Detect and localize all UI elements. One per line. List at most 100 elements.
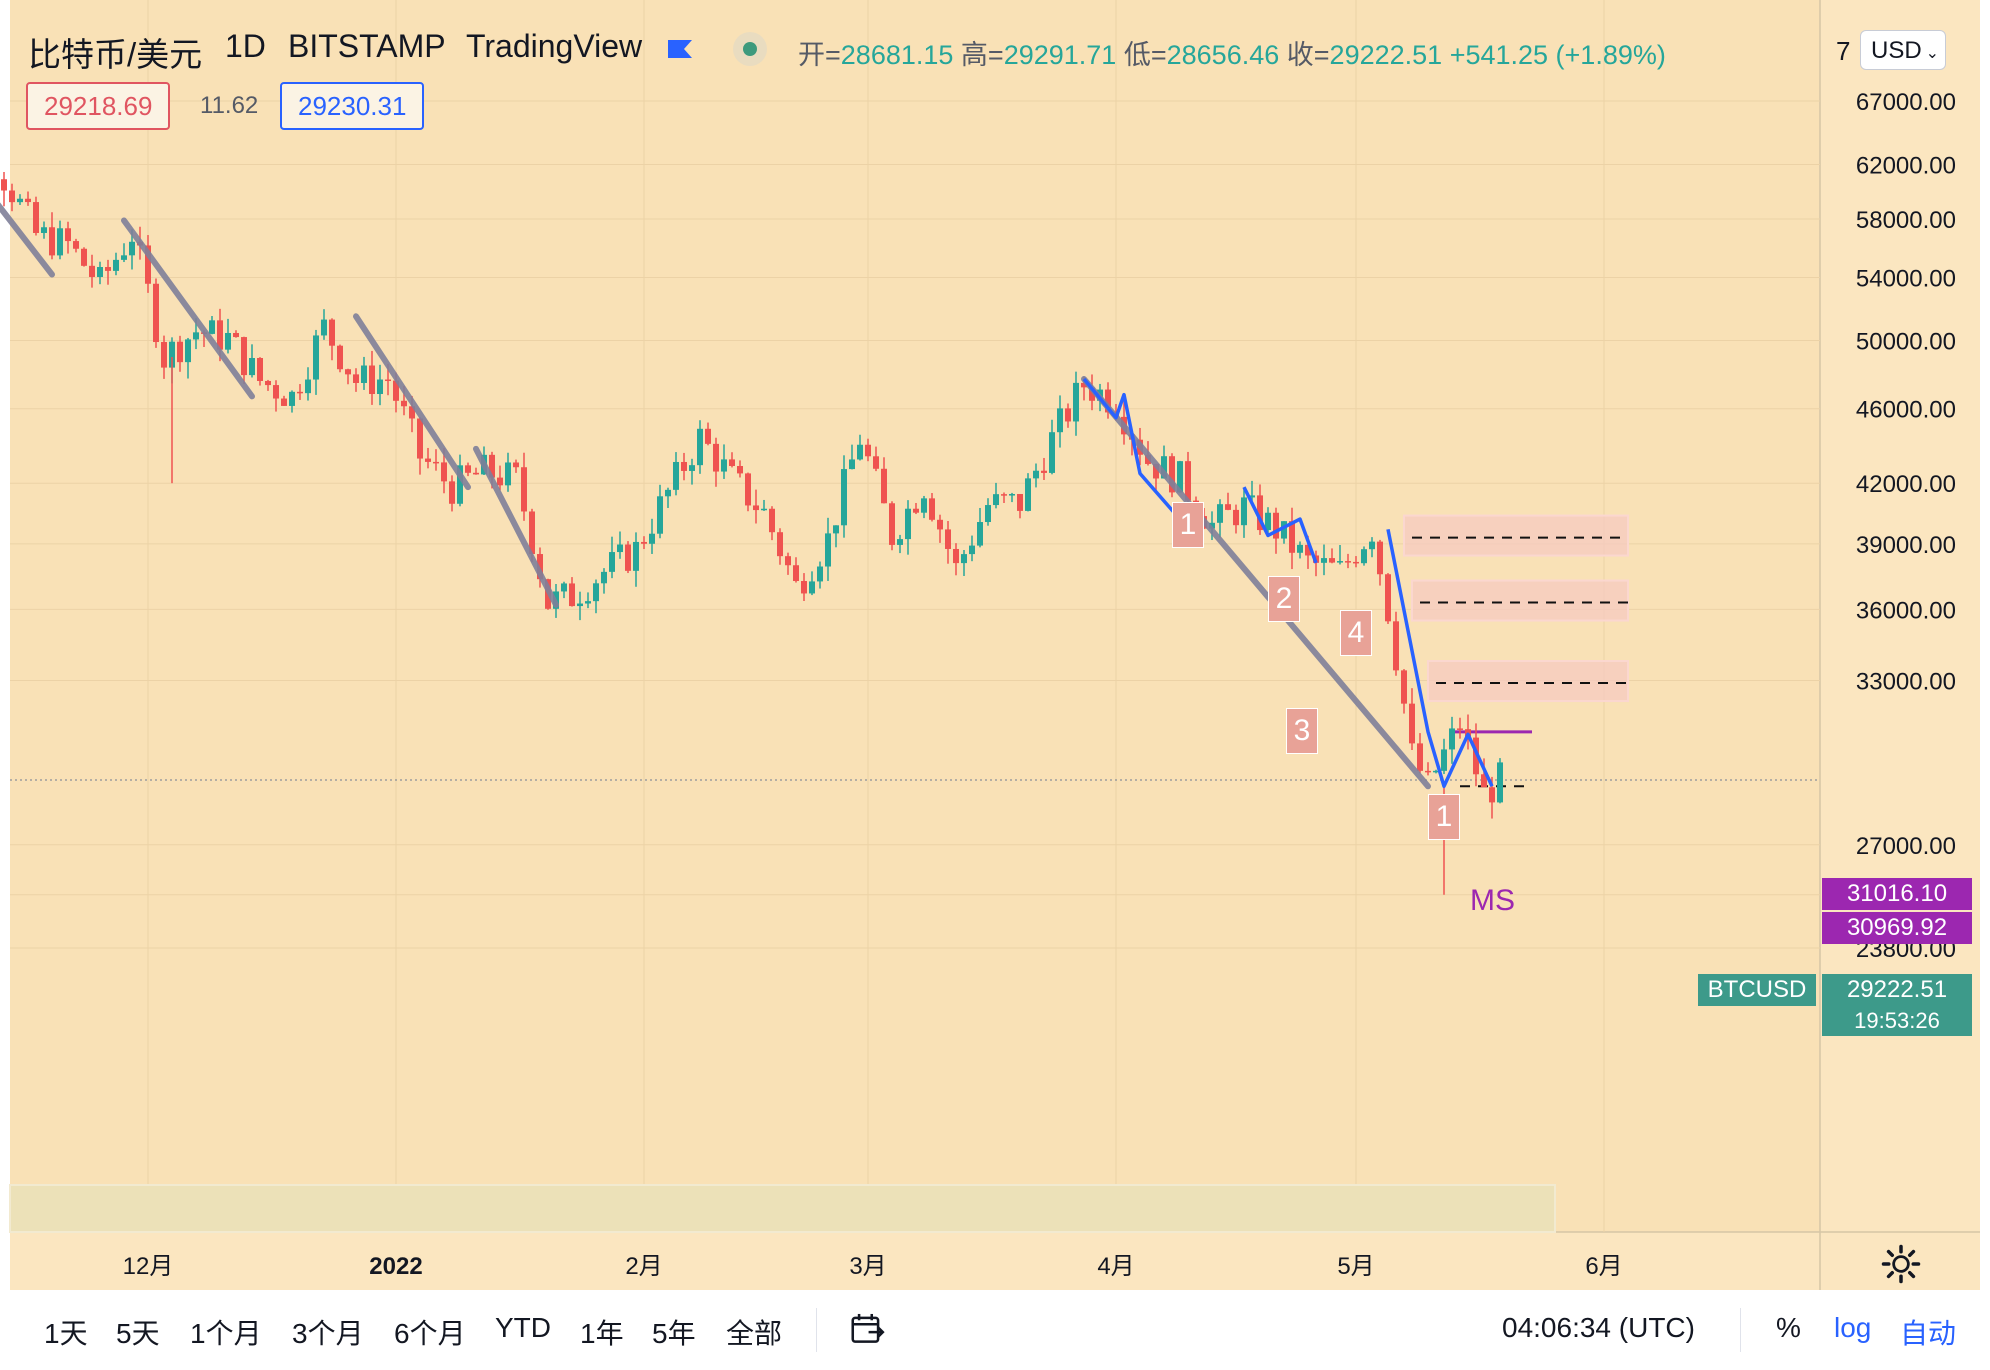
high-label: 高= <box>960 40 1004 70</box>
trend-line <box>1081 376 1431 790</box>
price-tick-label: 27000.00 <box>1856 833 1956 860</box>
candle-body <box>897 539 903 545</box>
range-1d-button[interactable]: 1天 <box>44 1318 88 1349</box>
candle-body <box>753 505 759 511</box>
candle-body <box>577 603 583 607</box>
wave-polyline <box>1386 528 1494 789</box>
candle-body <box>761 508 767 511</box>
wave-label-4[interactable]: 4 <box>1340 610 1372 656</box>
candle-body <box>593 583 599 602</box>
candle-body <box>1265 512 1271 531</box>
interval-label[interactable]: 1D <box>225 28 266 64</box>
candle-body <box>721 459 727 472</box>
candle-body <box>1433 770 1439 773</box>
price-axis-ticks: 67000.00 62000.00 58000.00 54000.00 50000.00… <box>1856 89 1956 963</box>
candle-body <box>785 556 791 566</box>
candle-body <box>289 391 295 406</box>
candle-body <box>337 345 343 370</box>
toolbar-divider-2 <box>1740 1308 1741 1352</box>
candle-body <box>977 522 983 546</box>
candle-body <box>169 341 175 368</box>
time-tick-label: 12月 <box>123 1253 174 1280</box>
candle-body <box>665 489 671 497</box>
range-1y-button[interactable]: 1年 <box>580 1318 624 1349</box>
candle-body <box>1305 544 1311 556</box>
candle-body <box>1009 493 1015 496</box>
currency-select[interactable]: USD ⌄ <box>1860 30 1946 70</box>
sell-price-button[interactable]: 29218.69 <box>26 82 171 130</box>
candle-body <box>745 473 751 506</box>
wave-label-3[interactable]: 3 <box>1286 708 1318 754</box>
candle-body <box>1065 408 1071 422</box>
range-1m-button[interactable]: 1个月 <box>190 1318 262 1349</box>
candle-body <box>401 400 407 407</box>
ms-low-tag: 30969.92 <box>1822 912 1972 944</box>
market-status-icon[interactable] <box>731 30 769 68</box>
candle-body <box>225 332 231 350</box>
trend-lines[interactable] <box>0 171 1431 790</box>
candle-body <box>1217 504 1223 523</box>
candle-body <box>153 283 159 343</box>
candle-body <box>313 335 319 380</box>
utc-clock[interactable]: 04:06:34 (UTC) <box>1502 1312 1695 1343</box>
candle-body <box>1001 494 1007 496</box>
candle-body <box>1401 670 1407 704</box>
candle-body <box>1329 558 1335 563</box>
candle-body <box>113 259 119 271</box>
symbol-title[interactable]: 比特币/美元 <box>28 36 203 73</box>
gear-icon[interactable] <box>1880 1243 1922 1285</box>
candle-body <box>1249 495 1255 498</box>
candle-body <box>1457 728 1463 730</box>
candle-body <box>681 461 687 471</box>
range-5y-button[interactable]: 5年 <box>652 1318 696 1349</box>
candle-body <box>865 444 871 457</box>
candle-body <box>569 583 575 607</box>
log-scale-button[interactable]: log <box>1834 1312 1872 1343</box>
candle-body <box>1185 461 1191 501</box>
candle-body <box>1161 456 1167 479</box>
wave-lines[interactable] <box>1082 377 1494 789</box>
ms-label[interactable]: MS <box>1470 884 1515 917</box>
range-6m-button[interactable]: 6个月 <box>394 1318 466 1349</box>
candle-body <box>369 365 375 395</box>
candle-body <box>377 379 383 395</box>
candle-body <box>233 332 239 338</box>
wave-label-2[interactable]: 2 <box>1268 576 1300 622</box>
close-value: 29222.51 <box>1329 40 1443 70</box>
price-tick-label: 58000.00 <box>1856 207 1956 234</box>
high-value: 29291.71 <box>1003 40 1117 70</box>
range-5d-button[interactable]: 5天 <box>116 1318 160 1349</box>
flag-icon[interactable] <box>666 38 694 60</box>
candle-body <box>409 406 415 419</box>
wave-label-1b[interactable]: 1 <box>1428 794 1460 840</box>
candle-body <box>465 465 471 473</box>
percent-scale-button[interactable]: % <box>1776 1312 1801 1343</box>
source-label: TradingView <box>466 28 643 64</box>
candle-body <box>1049 432 1055 473</box>
trend-line <box>353 313 471 491</box>
wave-label-1[interactable]: 1 <box>1172 502 1204 548</box>
candle-body <box>1481 774 1487 788</box>
candle-body <box>1153 463 1159 479</box>
range-ytd-button[interactable]: YTD <box>495 1312 551 1343</box>
auto-scale-button[interactable]: 自动 <box>1900 1318 1957 1349</box>
candle-body <box>105 267 111 271</box>
price-tick-label: 62000.00 <box>1856 152 1956 179</box>
open-value: 28681.15 <box>840 40 954 70</box>
price-tick-label: 42000.00 <box>1856 471 1956 498</box>
candle-body <box>729 459 735 467</box>
candle-body <box>129 241 135 256</box>
change-value: +541.25 (+1.89%) <box>1449 40 1666 70</box>
candle-body <box>777 532 783 557</box>
candle-body <box>633 541 639 571</box>
candle-body <box>1361 549 1367 564</box>
date-range-icon[interactable] <box>848 1310 886 1348</box>
buy-price-button[interactable]: 29230.31 <box>280 82 425 130</box>
time-tick-label: 3月 <box>849 1253 886 1280</box>
price-tick-label: 33000.00 <box>1856 669 1956 696</box>
close-label: 收= <box>1286 40 1330 70</box>
range-3m-button[interactable]: 3个月 <box>292 1318 364 1349</box>
price-tick-label: 36000.00 <box>1856 597 1956 624</box>
range-all-button[interactable]: 全部 <box>726 1318 783 1349</box>
